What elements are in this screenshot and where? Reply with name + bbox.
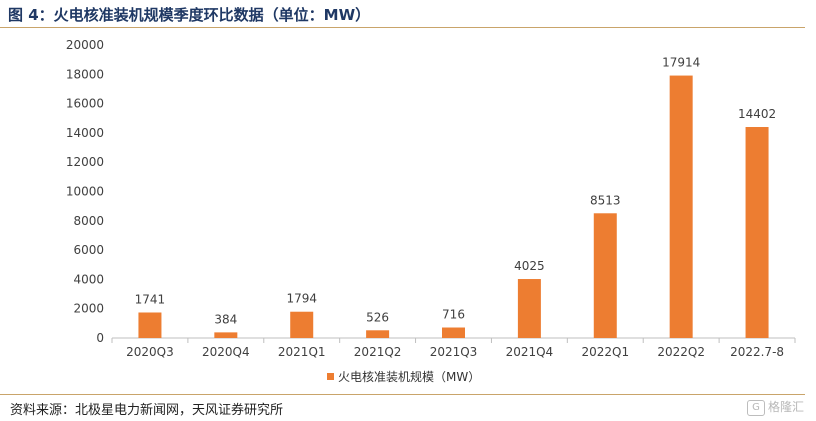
bar-series — [138, 75, 769, 338]
y-tick-label: 14000 — [66, 126, 104, 140]
x-tick-label: 2022.7-8 — [730, 345, 784, 359]
watermark-logo-icon: G — [746, 399, 765, 416]
bar-value-label: 384 — [214, 312, 237, 326]
bar-value-label: 1794 — [286, 292, 317, 306]
bar — [593, 213, 617, 338]
bar-value-label: 1741 — [135, 292, 166, 306]
y-tick-label: 10000 — [66, 185, 104, 199]
bar — [214, 332, 238, 338]
x-tick-label: 2021Q3 — [430, 345, 478, 359]
bar-value-label: 14402 — [738, 107, 776, 121]
y-tick-label: 2000 — [73, 302, 104, 316]
x-axis: 2020Q3 2020Q4 2021Q1 2021Q2 2021Q3 2021Q4 2022… — [111, 337, 796, 359]
figure-title: 图 4：火电核准装机规模季度环比数据（单位：MW） — [8, 6, 371, 24]
bar — [290, 311, 314, 338]
x-tick-label: 2022Q2 — [657, 345, 705, 359]
y-tick-label: 8000 — [73, 214, 104, 228]
y-tick-label: 12000 — [66, 155, 104, 169]
y-tick-label: 6000 — [73, 243, 104, 257]
x-tick-label: 2021Q4 — [506, 345, 554, 359]
top-divider — [0, 27, 805, 28]
bar — [138, 312, 162, 338]
bar-value-label: 526 — [366, 310, 389, 324]
y-tick-label: 16000 — [66, 97, 104, 111]
watermark: G 格隆汇 — [746, 398, 804, 416]
bar — [442, 327, 465, 338]
x-tick-label: 2021Q1 — [278, 345, 326, 359]
legend: 火电核准装机规模（MW） — [327, 369, 480, 384]
bar-value-label: 4025 — [514, 259, 545, 273]
bar-chart: 0 2000 4000 6000 8000 10000 12000 14000 16000 180… — [66, 38, 796, 384]
y-tick-label: 20000 — [66, 38, 104, 52]
source-note: 资料来源：北极星电力新闻网，天风证券研究所 — [10, 403, 284, 418]
y-tick-label: 18000 — [66, 67, 104, 81]
bar — [366, 330, 390, 338]
x-tick-label: 2020Q4 — [202, 345, 250, 359]
y-axis: 0 2000 4000 6000 8000 10000 12000 14000 16000 180… — [66, 38, 104, 345]
x-tick-label: 2021Q2 — [354, 345, 402, 359]
x-tick-label: 2020Q3 — [126, 345, 174, 359]
legend-swatch — [327, 373, 334, 380]
bar — [669, 75, 693, 338]
legend-label: 火电核准装机规模（MW） — [338, 369, 480, 384]
bottom-divider — [0, 394, 805, 395]
x-tick-label: 2022Q1 — [581, 345, 629, 359]
bar-value-label: 17914 — [662, 56, 700, 70]
bar-value-label: 716 — [442, 308, 465, 322]
data-labels: 1741 384 1794 526 716 4025 8513 17914 14402 — [135, 56, 776, 327]
bar-value-label: 8513 — [590, 193, 621, 207]
bar — [517, 279, 541, 338]
bar — [745, 127, 769, 338]
y-tick-label: 4000 — [73, 272, 104, 286]
y-tick-label: 0 — [96, 331, 104, 345]
watermark-text: 格隆汇 — [767, 400, 804, 414]
